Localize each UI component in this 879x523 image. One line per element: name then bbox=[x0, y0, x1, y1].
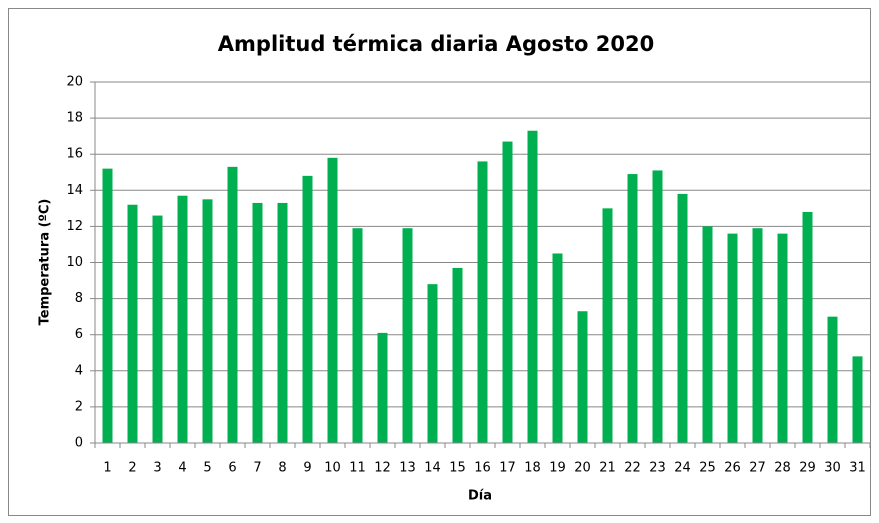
x-tick-label: 4 bbox=[178, 461, 186, 476]
y-tick-label: 10 bbox=[66, 255, 83, 270]
y-tick-label: 12 bbox=[66, 219, 83, 234]
x-tick-label: 29 bbox=[799, 461, 816, 476]
y-tick-label: 0 bbox=[75, 436, 83, 451]
y-tick-label: 16 bbox=[66, 147, 83, 162]
bar bbox=[477, 161, 488, 444]
bar bbox=[427, 284, 438, 443]
x-tick-label: 17 bbox=[499, 461, 516, 476]
bar bbox=[602, 208, 613, 443]
x-tick-label: 31 bbox=[849, 461, 866, 476]
bar bbox=[527, 130, 538, 444]
x-tick-label: 16 bbox=[474, 461, 491, 476]
x-tick-label: 3 bbox=[153, 461, 161, 476]
chart-title: Amplitud térmica diaria Agosto 2020 bbox=[218, 32, 654, 56]
x-tick-label: 2 bbox=[128, 461, 136, 476]
x-tick-label: 22 bbox=[624, 461, 641, 476]
bar bbox=[802, 211, 813, 443]
bar bbox=[627, 174, 638, 443]
bar bbox=[102, 168, 113, 443]
bar bbox=[352, 228, 363, 443]
y-axis-title: Temperatura (ºC) bbox=[38, 199, 53, 326]
x-tick-label: 25 bbox=[699, 461, 716, 476]
bar bbox=[402, 228, 413, 443]
bar bbox=[327, 157, 338, 443]
x-axis-title: Día bbox=[468, 489, 492, 504]
x-tick-label: 20 bbox=[574, 461, 591, 476]
x-tick-label: 1 bbox=[103, 461, 111, 476]
x-tick-label: 23 bbox=[649, 461, 666, 476]
x-tick-label: 19 bbox=[549, 461, 566, 476]
y-tick-label: 2 bbox=[75, 399, 83, 414]
x-tick-label: 14 bbox=[424, 461, 441, 476]
bar bbox=[827, 316, 838, 443]
bar bbox=[552, 253, 563, 443]
bar bbox=[777, 233, 788, 443]
x-tick-label: 5 bbox=[203, 461, 211, 476]
x-tick-label: 15 bbox=[449, 461, 466, 476]
bar bbox=[677, 193, 688, 443]
x-tick-label: 27 bbox=[749, 461, 766, 476]
bar bbox=[652, 170, 663, 443]
x-tick-label: 10 bbox=[324, 461, 341, 476]
bar bbox=[302, 175, 313, 444]
bar bbox=[202, 199, 213, 443]
x-tick-label: 21 bbox=[599, 461, 616, 476]
bar bbox=[177, 195, 188, 443]
x-tick-label: 13 bbox=[399, 461, 416, 476]
y-tick-label: 14 bbox=[66, 183, 83, 198]
bar bbox=[502, 141, 513, 443]
bar bbox=[727, 233, 738, 443]
bar bbox=[577, 311, 588, 443]
x-tick-label: 12 bbox=[374, 461, 391, 476]
bar bbox=[277, 202, 288, 443]
y-tick-label: 8 bbox=[75, 291, 83, 306]
x-tick-label: 28 bbox=[774, 461, 791, 476]
x-tick-label: 18 bbox=[524, 461, 541, 476]
y-tick-label: 20 bbox=[66, 75, 83, 90]
x-tick-label: 8 bbox=[278, 461, 286, 476]
bar bbox=[152, 215, 163, 443]
y-tick-label: 18 bbox=[66, 111, 83, 126]
x-tick-label: 24 bbox=[674, 461, 691, 476]
y-tick-label: 6 bbox=[75, 327, 83, 342]
bar bbox=[227, 166, 238, 443]
bar bbox=[752, 228, 763, 443]
x-tick-label: 30 bbox=[824, 461, 841, 476]
bar bbox=[702, 226, 713, 443]
bar bbox=[452, 267, 463, 443]
bar bbox=[377, 332, 388, 443]
x-tick-label: 26 bbox=[724, 461, 741, 476]
x-tick-label: 6 bbox=[228, 461, 236, 476]
x-tick-label: 7 bbox=[253, 461, 261, 476]
y-tick-label: 4 bbox=[75, 363, 83, 378]
bar bbox=[852, 356, 863, 443]
bar bbox=[252, 202, 263, 443]
bar bbox=[127, 204, 138, 443]
x-tick-label: 11 bbox=[349, 461, 366, 476]
x-tick-label: 9 bbox=[303, 461, 311, 476]
